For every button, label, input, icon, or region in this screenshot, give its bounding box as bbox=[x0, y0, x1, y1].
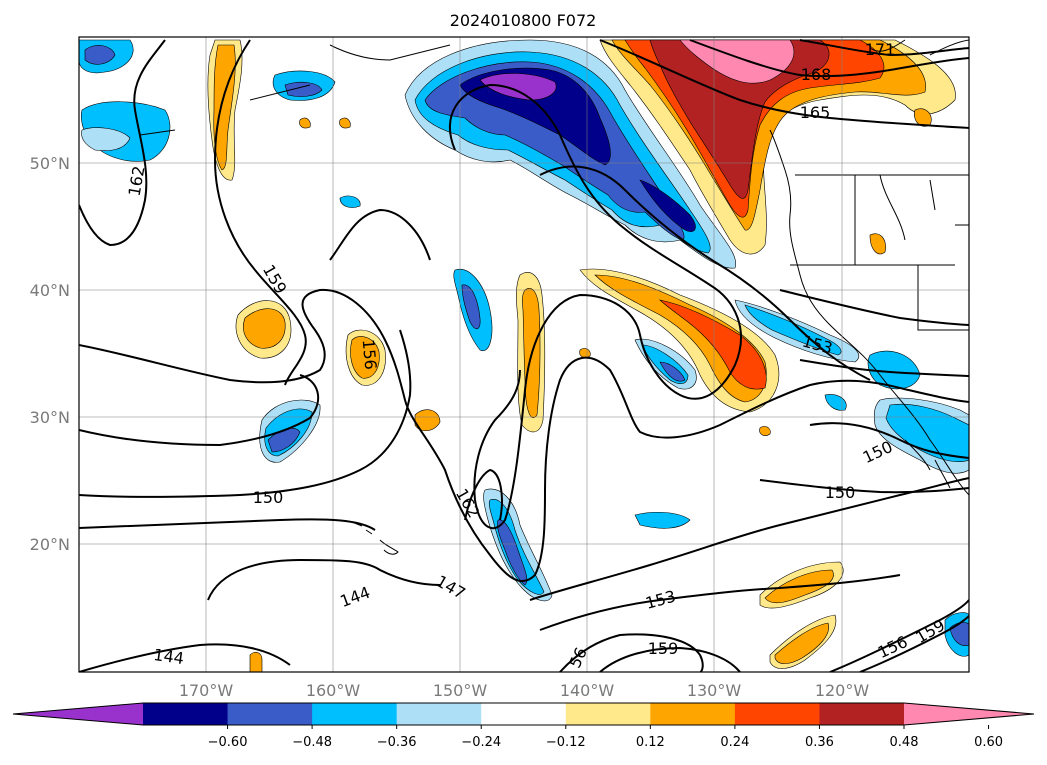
colorbar-extend-low bbox=[13, 703, 143, 725]
lon-label: 140°W bbox=[560, 681, 615, 700]
colorbar-outline bbox=[12, 702, 1035, 726]
map-frame bbox=[78, 36, 970, 673]
colorbar-cell bbox=[650, 703, 736, 725]
colorbar-tick-label: −0.60 bbox=[208, 735, 248, 750]
map-panel: 171 168 165 162 159 156 153 150 150 150 … bbox=[79, 37, 969, 672]
colorbar-tick-label: −0.24 bbox=[461, 735, 501, 750]
colorbar-tick-label: 0.12 bbox=[636, 735, 665, 750]
colorbar-cell bbox=[396, 703, 482, 725]
lat-label: 30°N bbox=[30, 408, 70, 427]
lat-label: 40°N bbox=[30, 281, 70, 300]
contour-label: 159 bbox=[648, 639, 679, 658]
colorbar-extend-high bbox=[904, 703, 1034, 725]
contour-label: 150 bbox=[825, 483, 856, 502]
lon-label: 130°W bbox=[687, 681, 742, 700]
colorbar-tick-label: 0.48 bbox=[890, 735, 919, 750]
colorbar-cell bbox=[734, 703, 820, 725]
lon-label: 160°W bbox=[306, 681, 361, 700]
contour-label: 168 bbox=[801, 65, 832, 84]
colorbar-cell bbox=[312, 703, 398, 725]
lat-label: 50°N bbox=[30, 154, 70, 173]
contour-label: 150 bbox=[253, 488, 284, 507]
height-contours bbox=[79, 39, 969, 672]
colorbar-tick-label: 0.36 bbox=[805, 735, 834, 750]
lon-label: 120°W bbox=[815, 681, 870, 700]
colorbar-cell bbox=[227, 703, 313, 725]
lon-label: 170°W bbox=[179, 681, 234, 700]
colorbar-cell bbox=[819, 703, 905, 725]
lat-label: 20°N bbox=[30, 535, 70, 554]
lon-label: 150°W bbox=[433, 681, 488, 700]
latitude-labels: 50°N 40°N 30°N 20°N bbox=[30, 154, 70, 554]
colorbar-tick-label: −0.48 bbox=[292, 735, 332, 750]
colorbar-tick-label: −0.12 bbox=[546, 735, 586, 750]
colorbar: −0.60 −0.48 −0.36 −0.24 −0.12 0.12 0.24 0.36 0.4… bbox=[12, 702, 1035, 750]
colorbar-tick-label: −0.36 bbox=[377, 735, 417, 750]
colorbar-tick-label: 0.60 bbox=[974, 735, 1003, 750]
colorbar-cell bbox=[565, 703, 651, 725]
coastlines bbox=[139, 39, 969, 555]
map-title: 2024010800 F072 bbox=[450, 11, 597, 30]
colorbar-cell bbox=[481, 703, 567, 725]
contour-label: 156 bbox=[359, 338, 381, 370]
contour-label: 144 bbox=[152, 645, 185, 668]
longitude-labels: 170°W 160°W 150°W 140°W 130°W 120°W bbox=[179, 681, 870, 700]
contour-label: 171 bbox=[865, 40, 896, 59]
colorbar-tick-label: 0.24 bbox=[720, 735, 749, 750]
gridlines bbox=[79, 37, 969, 672]
contour-label: 165 bbox=[800, 103, 831, 122]
colorbar-cell bbox=[143, 703, 229, 725]
